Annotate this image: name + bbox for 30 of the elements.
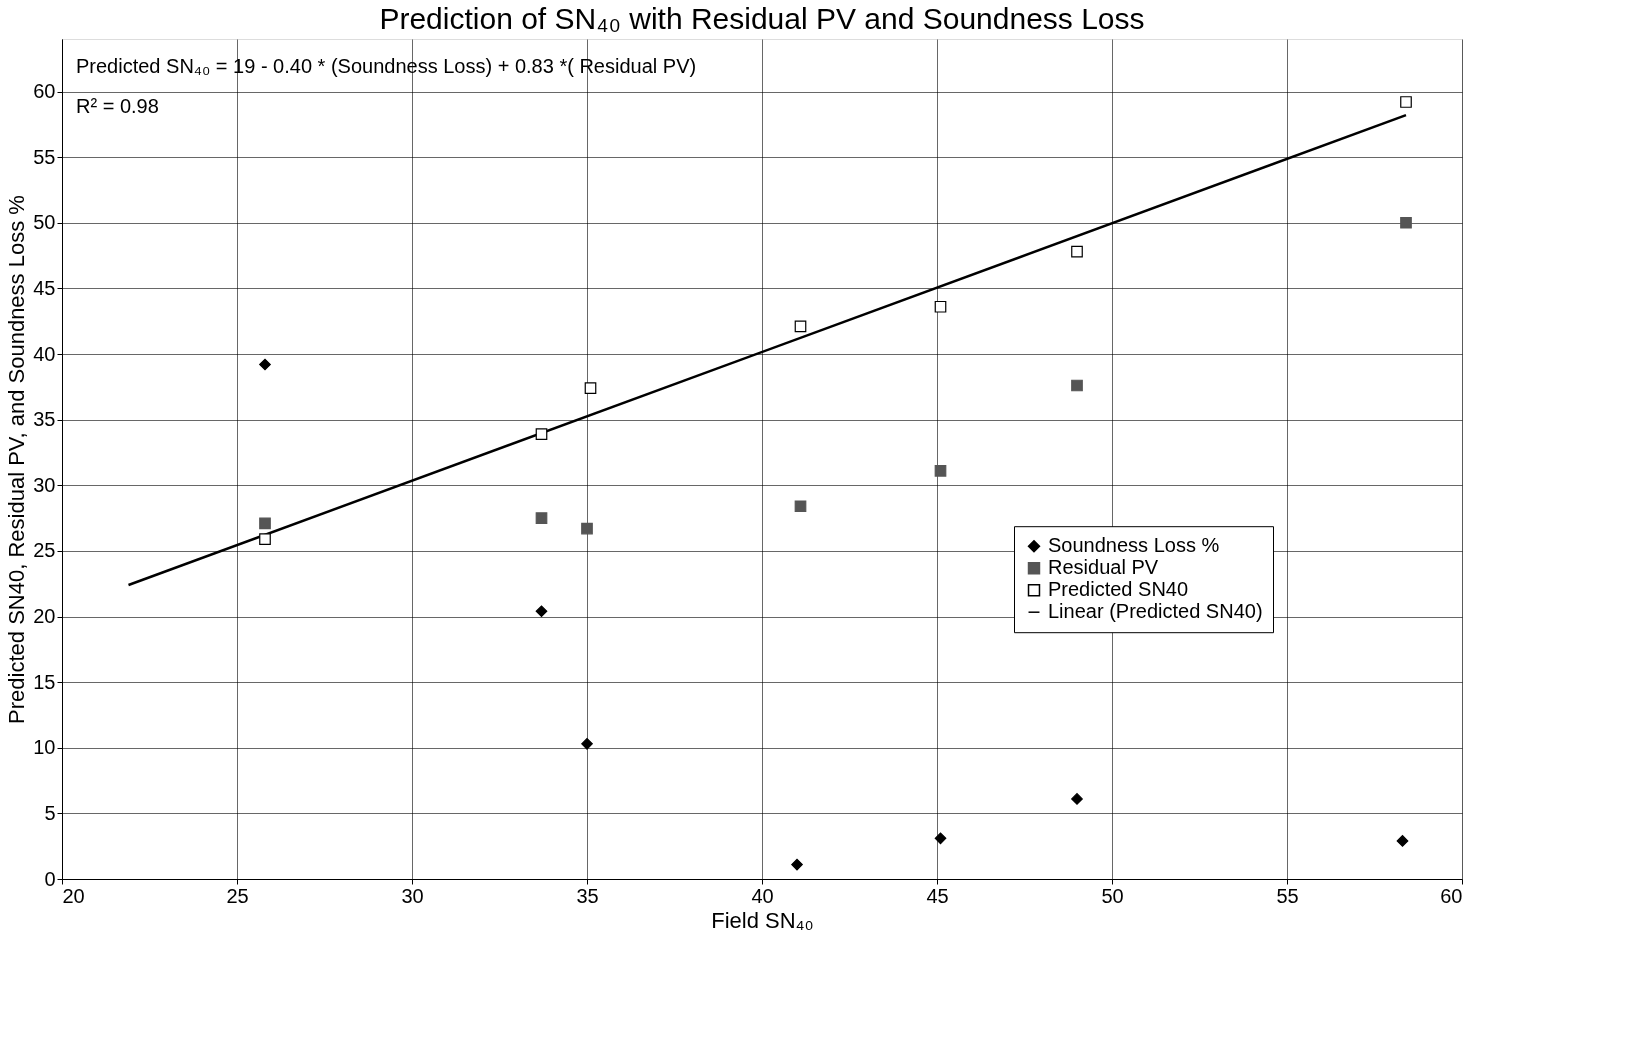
legend-label: Soundness Loss % bbox=[1048, 534, 1220, 557]
x-tick-label: 60 bbox=[1440, 884, 1463, 907]
x-tick-label: 35 bbox=[576, 884, 599, 907]
y-tick-label: 45 bbox=[33, 276, 56, 299]
y-tick-label: 55 bbox=[33, 145, 56, 168]
x-tick-label: 25 bbox=[226, 884, 249, 907]
legend-label: Residual PV bbox=[1048, 556, 1159, 579]
y-axis-title: Predicted SN40, Residual PV, and Soundness Loss % bbox=[4, 195, 30, 724]
y-tick-label: 30 bbox=[33, 473, 56, 496]
y-tick-label: 5 bbox=[44, 801, 56, 824]
y-tick-label: 0 bbox=[44, 867, 56, 890]
y-tick-label: 20 bbox=[33, 605, 56, 627]
x-tick-label: 55 bbox=[1276, 884, 1299, 907]
x-tick-label: 20 bbox=[62, 884, 85, 907]
y-tick-label: 25 bbox=[33, 539, 56, 562]
chart-title: Prediction of SN₄₀ with Residual PV and Soundness Loss bbox=[379, 2, 1145, 35]
y-tick-label: 50 bbox=[33, 211, 56, 234]
y-tick-label: 60 bbox=[33, 80, 56, 102]
legend-label: Predicted SN40 bbox=[1048, 578, 1189, 601]
y-tick-label: 10 bbox=[33, 736, 56, 759]
x-tick-label: 40 bbox=[751, 884, 774, 907]
x-tick-label: 30 bbox=[401, 884, 424, 907]
x-axis-title: Field SN₄₀ bbox=[711, 907, 814, 933]
x-tick-label: 50 bbox=[1101, 884, 1124, 907]
y-tick-label: 15 bbox=[33, 670, 56, 693]
legend-label: Linear (Predicted SN40) bbox=[1048, 600, 1263, 623]
x-tick-label: 45 bbox=[926, 884, 949, 907]
y-tick-label: 40 bbox=[33, 342, 56, 365]
annotation: R² = 0.98 bbox=[76, 95, 159, 117]
y-tick-label: 35 bbox=[33, 408, 56, 431]
